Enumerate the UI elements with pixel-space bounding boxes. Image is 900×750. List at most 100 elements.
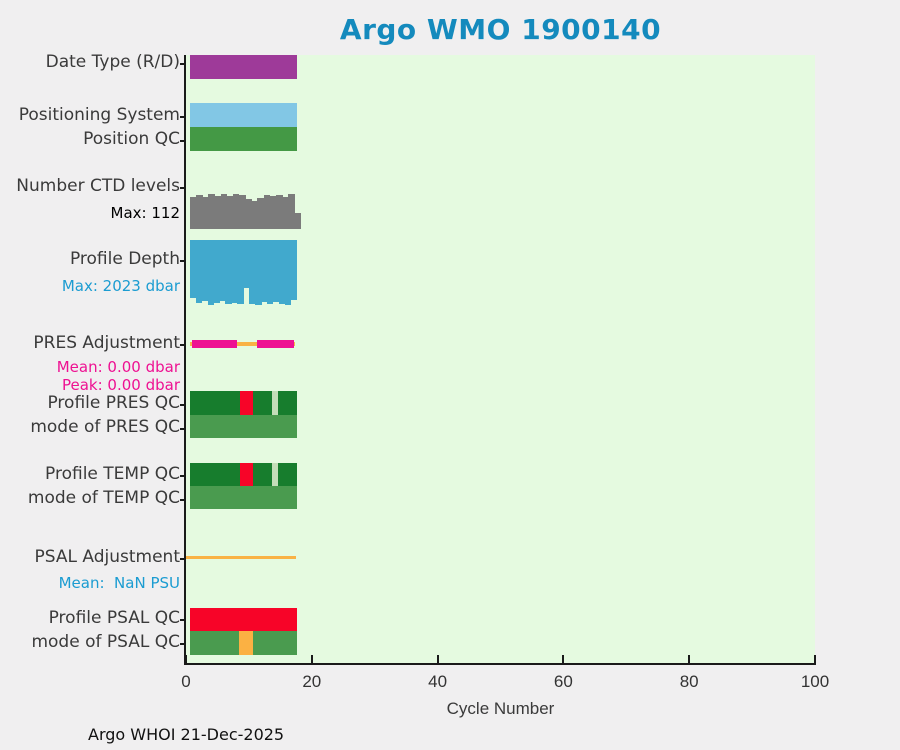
band-pres-adjustment: [191, 340, 237, 348]
row-label-psal-adjustment: PSAL Adjustment: [34, 547, 180, 568]
x-tick: [814, 655, 816, 663]
bar-slice-number-ctd-levels: [288, 194, 295, 229]
row-label-mode-of-pres-qc: mode of PRES QC: [30, 417, 180, 438]
y-tick: [180, 63, 186, 65]
row-label-psal-adjustment-sub1: Mean: NaN PSU: [58, 573, 180, 592]
row-label-profile-temp-qc: Profile TEMP QC: [45, 464, 180, 485]
row-label-positioning-system: Positioning System: [18, 105, 180, 126]
y-tick: [180, 116, 186, 118]
bar-slice-number-ctd-levels: [226, 196, 234, 229]
y-tick: [180, 344, 186, 346]
row-label-profile-depth: Profile Depth: [69, 249, 180, 270]
band-profile-psal-qc: [189, 608, 297, 631]
band-mode-of-pres-qc: [189, 415, 297, 438]
bar-slice-profile-depth: [237, 240, 244, 304]
bar-slice-profile-depth: [290, 240, 298, 301]
bar-slice-number-ctd-levels: [189, 197, 197, 229]
band-psal-adjustment: [186, 556, 297, 559]
band-mode-of-psal-qc: [239, 631, 253, 655]
y-tick: [180, 404, 186, 406]
bar-slice-profile-depth: [207, 240, 215, 305]
row-label-position-qc: Position QC: [83, 129, 180, 150]
bar-slice-number-ctd-levels: [263, 194, 271, 229]
bar-slice-profile-depth: [278, 240, 286, 304]
y-tick: [180, 558, 186, 560]
bar-slice-profile-depth: [219, 240, 226, 302]
x-tick-label: 60: [553, 672, 573, 691]
bar-slice-profile-depth: [284, 240, 292, 305]
band-positioning-system: [189, 103, 297, 127]
x-tick: [310, 655, 313, 663]
row-label-profile-psal-qc: Profile PSAL QC: [48, 608, 180, 629]
bar-slice-profile-depth: [231, 240, 238, 303]
x-tick-label: 20: [302, 672, 322, 691]
plot-area: [186, 55, 815, 663]
bar-slice-number-ctd-levels: [294, 212, 301, 229]
bar-slice-profile-depth: [249, 240, 256, 304]
x-tick-label: 0: [181, 672, 191, 691]
x-axis-label: Cycle Number: [446, 699, 555, 718]
y-axis-spine: [184, 55, 186, 665]
bar-slice-profile-depth: [195, 240, 203, 303]
bar-slice-number-ctd-levels: [220, 194, 228, 229]
band-pres-adjustment: [256, 340, 295, 348]
x-axis-spine: [184, 663, 816, 665]
row-label-pres-adjustment-sub1: Mean: 0.00 dbar: [56, 357, 180, 376]
bar-slice-profile-depth: [225, 240, 232, 305]
bar-slice-number-ctd-levels: [232, 194, 240, 229]
bar-slice-profile-depth: [243, 240, 250, 288]
band-profile-temp-qc: [240, 463, 253, 486]
bar-slice-profile-depth: [255, 240, 262, 305]
band-position-qc: [189, 127, 297, 151]
bar-slice-profile-depth: [261, 240, 268, 302]
bar-slice-profile-depth: [189, 240, 197, 298]
bar-slice-number-ctd-levels: [245, 199, 252, 229]
bar-slice-number-ctd-levels: [282, 197, 289, 229]
x-tick-label: 80: [679, 672, 699, 691]
y-tick: [180, 428, 186, 430]
footer-caption: Argo WHOI 21-Dec-2025: [88, 725, 285, 744]
row-label-pres-adjustment-sub2: Peak: 0.00 dbar: [61, 375, 180, 394]
x-tick-label: 40: [428, 672, 448, 691]
x-tick-label: 100: [800, 672, 830, 691]
y-tick: [180, 260, 186, 262]
bar-slice-number-ctd-levels: [269, 196, 277, 229]
x-tick: [436, 655, 439, 663]
bar-slice-profile-depth: [213, 240, 220, 303]
bar-slice-number-ctd-levels: [195, 194, 203, 229]
bar-slice-number-ctd-levels: [275, 194, 283, 229]
bar-slice-number-ctd-levels: [208, 194, 215, 229]
y-tick: [180, 187, 186, 189]
row-label-profile-pres-qc: Profile PRES QC: [47, 393, 180, 414]
row-label-mode-of-psal-qc: mode of PSAL QC: [31, 632, 180, 653]
y-tick: [180, 140, 186, 142]
bar-slice-profile-depth: [267, 240, 274, 304]
row-label-date-type: Date Type (R/D): [45, 52, 180, 73]
row-label-number-ctd-levels: Number CTD levels: [16, 176, 180, 197]
bar-slice-number-ctd-levels: [257, 198, 265, 229]
x-tick: [688, 655, 691, 663]
bar-slice-profile-depth: [272, 240, 280, 303]
bar-slice-profile-depth: [201, 240, 209, 302]
y-tick: [180, 499, 186, 501]
band-date-type: [189, 55, 297, 79]
x-tick: [185, 655, 187, 663]
band-profile-pres-qc: [240, 391, 253, 415]
bar-slice-number-ctd-levels: [251, 201, 258, 229]
band-mode-of-temp-qc: [189, 486, 297, 509]
row-label-pres-adjustment: PRES Adjustment: [33, 333, 180, 354]
row-label-mode-of-temp-qc: mode of TEMP QC: [27, 488, 180, 509]
band-profile-temp-qc: [271, 463, 278, 486]
chart-title: Argo WMO 1900140: [339, 13, 662, 46]
row-label-profile-depth-sub1: Max: 2023 dbar: [61, 276, 180, 295]
band-pres-adjustment: [189, 342, 295, 346]
band-profile-pres-qc: [271, 391, 278, 415]
y-tick: [180, 619, 186, 621]
y-tick: [180, 643, 186, 645]
row-label-number-ctd-levels-sub1: Max: 112: [110, 203, 180, 222]
bar-slice-number-ctd-levels: [202, 197, 209, 229]
bar-slice-number-ctd-levels: [214, 196, 221, 229]
bar-slice-number-ctd-levels: [238, 194, 246, 229]
y-tick: [180, 475, 186, 477]
